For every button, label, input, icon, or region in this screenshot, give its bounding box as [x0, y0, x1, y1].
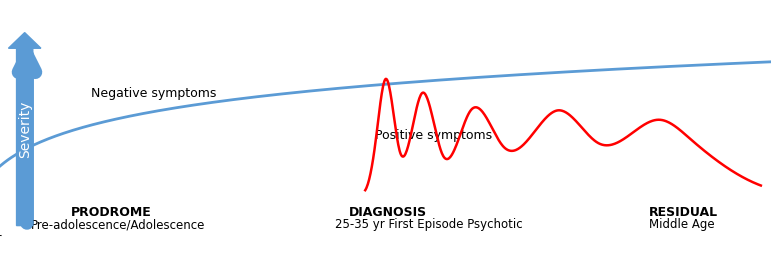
- Text: Middle Age: Middle Age: [649, 218, 715, 231]
- Text: RESIDUAL: RESIDUAL: [649, 206, 719, 219]
- Text: PRODROME: PRODROME: [71, 206, 152, 219]
- Text: DIAGNOSIS: DIAGNOSIS: [349, 206, 427, 219]
- Text: yr: yr: [0, 232, 2, 245]
- Text: Pre-adolescence/Adolescence: Pre-adolescence/Adolescence: [30, 218, 205, 231]
- Text: 25-35 yr First Episode Psychotic: 25-35 yr First Episode Psychotic: [335, 218, 523, 231]
- Text: Positive symptoms: Positive symptoms: [375, 129, 493, 142]
- Text: Severity: Severity: [18, 100, 32, 158]
- Polygon shape: [8, 33, 41, 225]
- Text: Negative symptoms: Negative symptoms: [91, 87, 217, 100]
